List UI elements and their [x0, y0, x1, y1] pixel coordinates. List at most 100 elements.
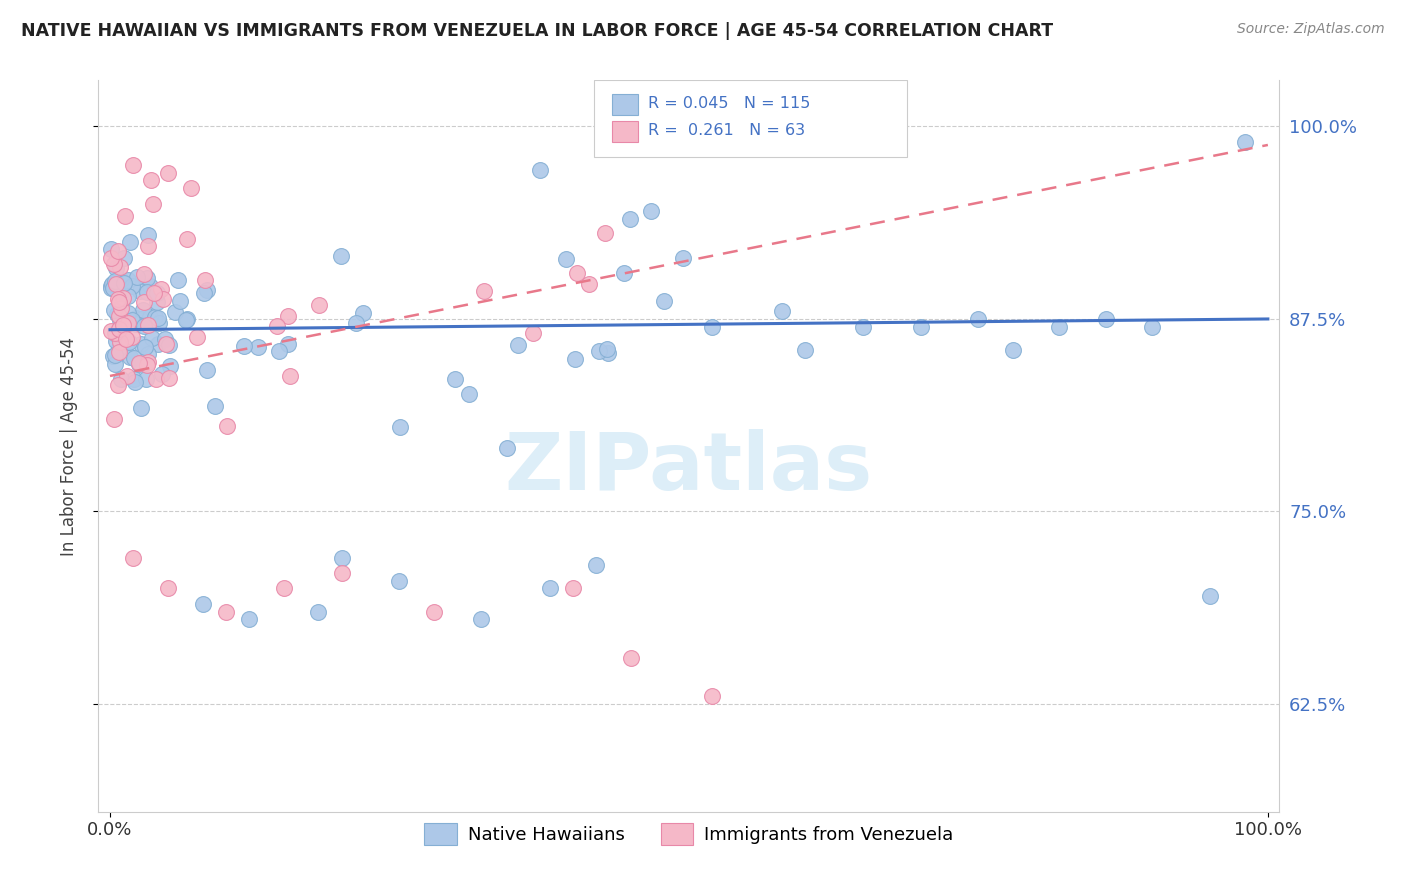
Point	[103, 303, 125, 318]
Point	[132, 319, 155, 334]
Point	[110, 260, 132, 274]
Point	[117, 316, 139, 330]
Point	[104, 357, 127, 371]
Point	[132, 294, 155, 309]
Point	[115, 368, 138, 383]
Point	[156, 166, 179, 180]
Point	[103, 412, 125, 426]
Point	[620, 650, 643, 665]
Text: R = 0.045   N = 115: R = 0.045 N = 115	[648, 95, 810, 111]
Point	[139, 278, 162, 293]
Point	[159, 359, 181, 373]
Point	[136, 318, 159, 332]
Point	[115, 335, 138, 350]
Point	[142, 197, 165, 211]
Point	[389, 420, 412, 434]
Point	[166, 273, 188, 287]
Point	[215, 418, 238, 433]
Point	[194, 273, 217, 287]
Point	[136, 228, 159, 243]
Point	[134, 340, 156, 354]
Point	[578, 277, 600, 291]
Text: Source: ZipAtlas.com: Source: ZipAtlas.com	[1237, 22, 1385, 37]
Point	[117, 273, 139, 287]
Point	[120, 235, 142, 249]
Point	[967, 312, 990, 326]
Point	[195, 363, 218, 377]
Point	[330, 566, 353, 580]
Point	[117, 306, 139, 320]
Point	[186, 330, 208, 344]
Point	[193, 286, 215, 301]
Point	[152, 293, 174, 307]
Point	[150, 282, 173, 296]
Point	[232, 338, 254, 352]
Point	[124, 376, 146, 390]
Point	[121, 313, 143, 327]
Point	[470, 612, 492, 626]
Point	[174, 313, 197, 327]
Point	[114, 333, 136, 347]
Point	[110, 331, 132, 345]
Point	[700, 319, 723, 334]
Point	[107, 309, 129, 323]
Point	[141, 330, 163, 344]
Point	[508, 338, 530, 352]
Point	[128, 284, 150, 298]
Point	[112, 276, 135, 290]
Text: NATIVE HAWAIIAN VS IMMIGRANTS FROM VENEZUELA IN LABOR FORCE | AGE 45-54 CORRELAT: NATIVE HAWAIIAN VS IMMIGRANTS FROM VENEZ…	[21, 22, 1053, 40]
Point	[145, 372, 167, 386]
Point	[110, 372, 132, 386]
Point	[104, 274, 127, 288]
Point	[110, 301, 132, 315]
Point	[238, 612, 260, 626]
Point	[121, 330, 143, 344]
Point	[104, 348, 127, 362]
Point	[139, 173, 162, 187]
Y-axis label: In Labor Force | Age 45-54: In Labor Force | Age 45-54	[59, 336, 77, 556]
FancyBboxPatch shape	[612, 95, 638, 115]
Point	[128, 356, 150, 370]
Point	[329, 249, 352, 263]
Point	[129, 312, 152, 326]
Point	[128, 357, 150, 371]
Point	[564, 352, 586, 367]
Point	[105, 307, 128, 321]
Point	[107, 244, 129, 258]
Point	[157, 370, 180, 384]
Point	[596, 346, 619, 360]
Point	[1199, 589, 1222, 603]
Point	[127, 269, 149, 284]
Point	[145, 295, 167, 310]
Point	[100, 324, 122, 338]
Point	[588, 344, 610, 359]
Point	[145, 286, 167, 301]
Point	[652, 293, 675, 308]
Point	[131, 303, 153, 318]
Point	[191, 597, 214, 611]
Point	[136, 347, 159, 361]
Point	[1094, 312, 1116, 326]
Point	[1002, 343, 1025, 357]
Point	[1233, 135, 1256, 149]
FancyBboxPatch shape	[595, 80, 907, 157]
Point	[472, 284, 495, 298]
Point	[135, 285, 157, 300]
Point	[108, 322, 131, 336]
Point	[793, 343, 815, 357]
Point	[122, 158, 145, 172]
Point	[204, 399, 226, 413]
Point	[267, 344, 290, 359]
Point	[136, 358, 159, 372]
Point	[105, 327, 128, 342]
Point	[146, 337, 169, 351]
Point	[195, 283, 218, 297]
Point	[155, 337, 177, 351]
Point	[444, 372, 467, 386]
Point	[112, 251, 135, 265]
Point	[169, 294, 191, 309]
Point	[107, 292, 129, 306]
Point	[165, 304, 187, 318]
Point	[176, 231, 198, 245]
Point	[247, 340, 270, 354]
